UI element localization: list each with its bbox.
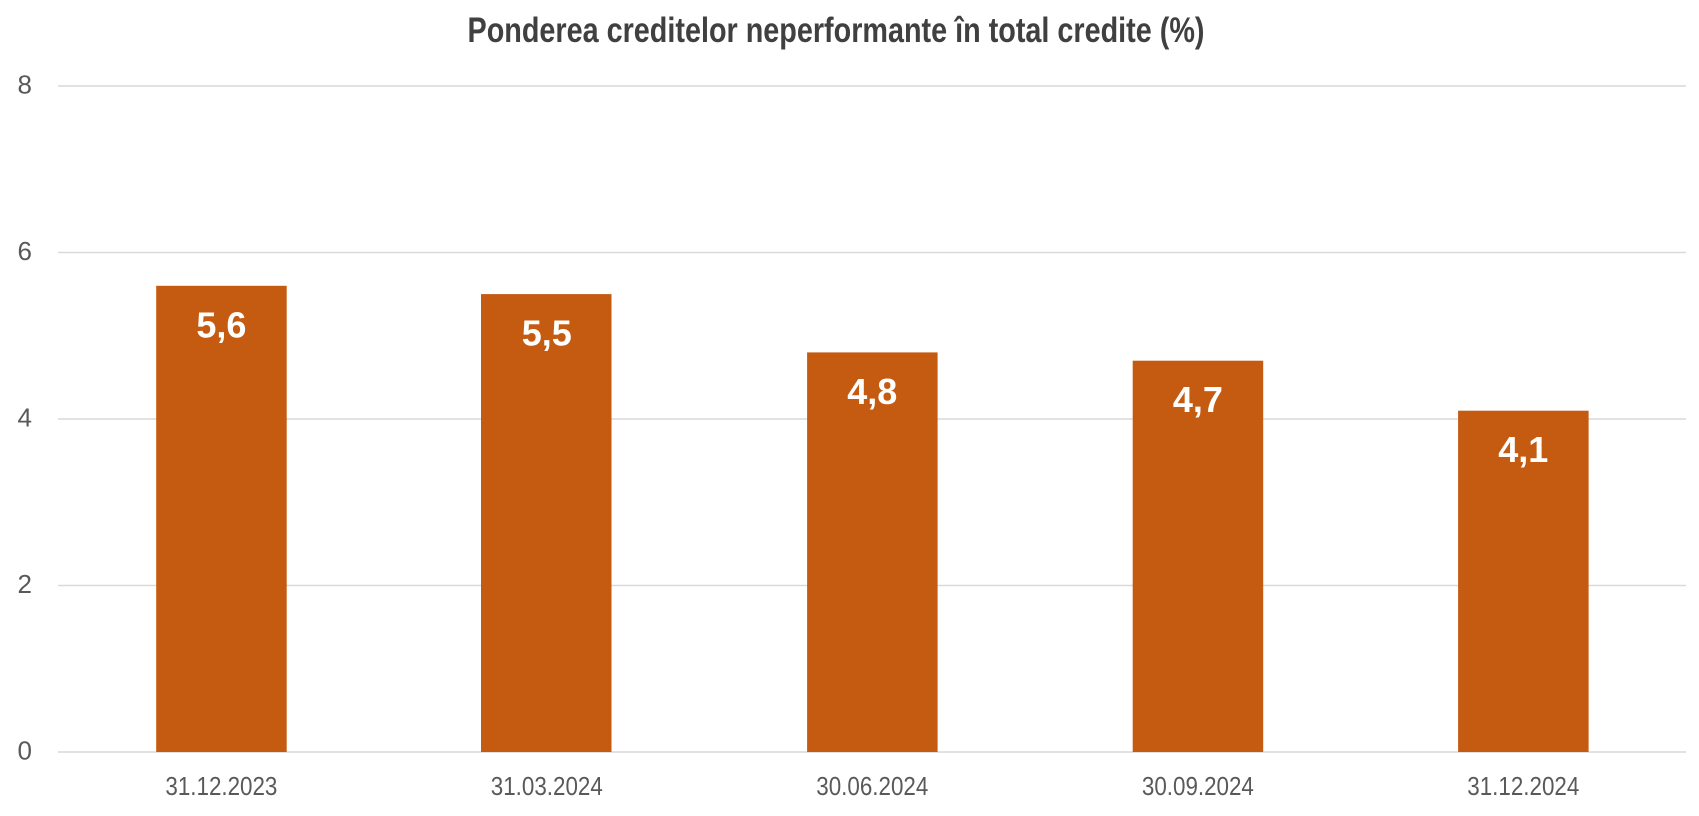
svg-text:5,6: 5,6 bbox=[196, 304, 246, 345]
svg-text:6: 6 bbox=[18, 236, 32, 266]
svg-text:31.12.2023: 31.12.2023 bbox=[165, 771, 277, 801]
svg-text:0: 0 bbox=[18, 736, 32, 766]
svg-text:4,1: 4,1 bbox=[1498, 429, 1548, 470]
svg-text:31.03.2024: 31.03.2024 bbox=[491, 771, 603, 801]
svg-text:Ponderea creditelor neperforma: Ponderea creditelor neperformante în tot… bbox=[468, 11, 1205, 50]
svg-text:4: 4 bbox=[18, 403, 32, 433]
svg-text:2: 2 bbox=[18, 569, 32, 599]
svg-text:4,7: 4,7 bbox=[1173, 379, 1223, 420]
svg-text:4,8: 4,8 bbox=[847, 371, 897, 412]
svg-text:5,5: 5,5 bbox=[522, 313, 572, 354]
svg-text:30.09.2024: 30.09.2024 bbox=[1142, 771, 1254, 801]
svg-text:30.06.2024: 30.06.2024 bbox=[816, 771, 928, 801]
svg-text:31.12.2024: 31.12.2024 bbox=[1467, 771, 1579, 801]
svg-text:8: 8 bbox=[18, 70, 32, 100]
